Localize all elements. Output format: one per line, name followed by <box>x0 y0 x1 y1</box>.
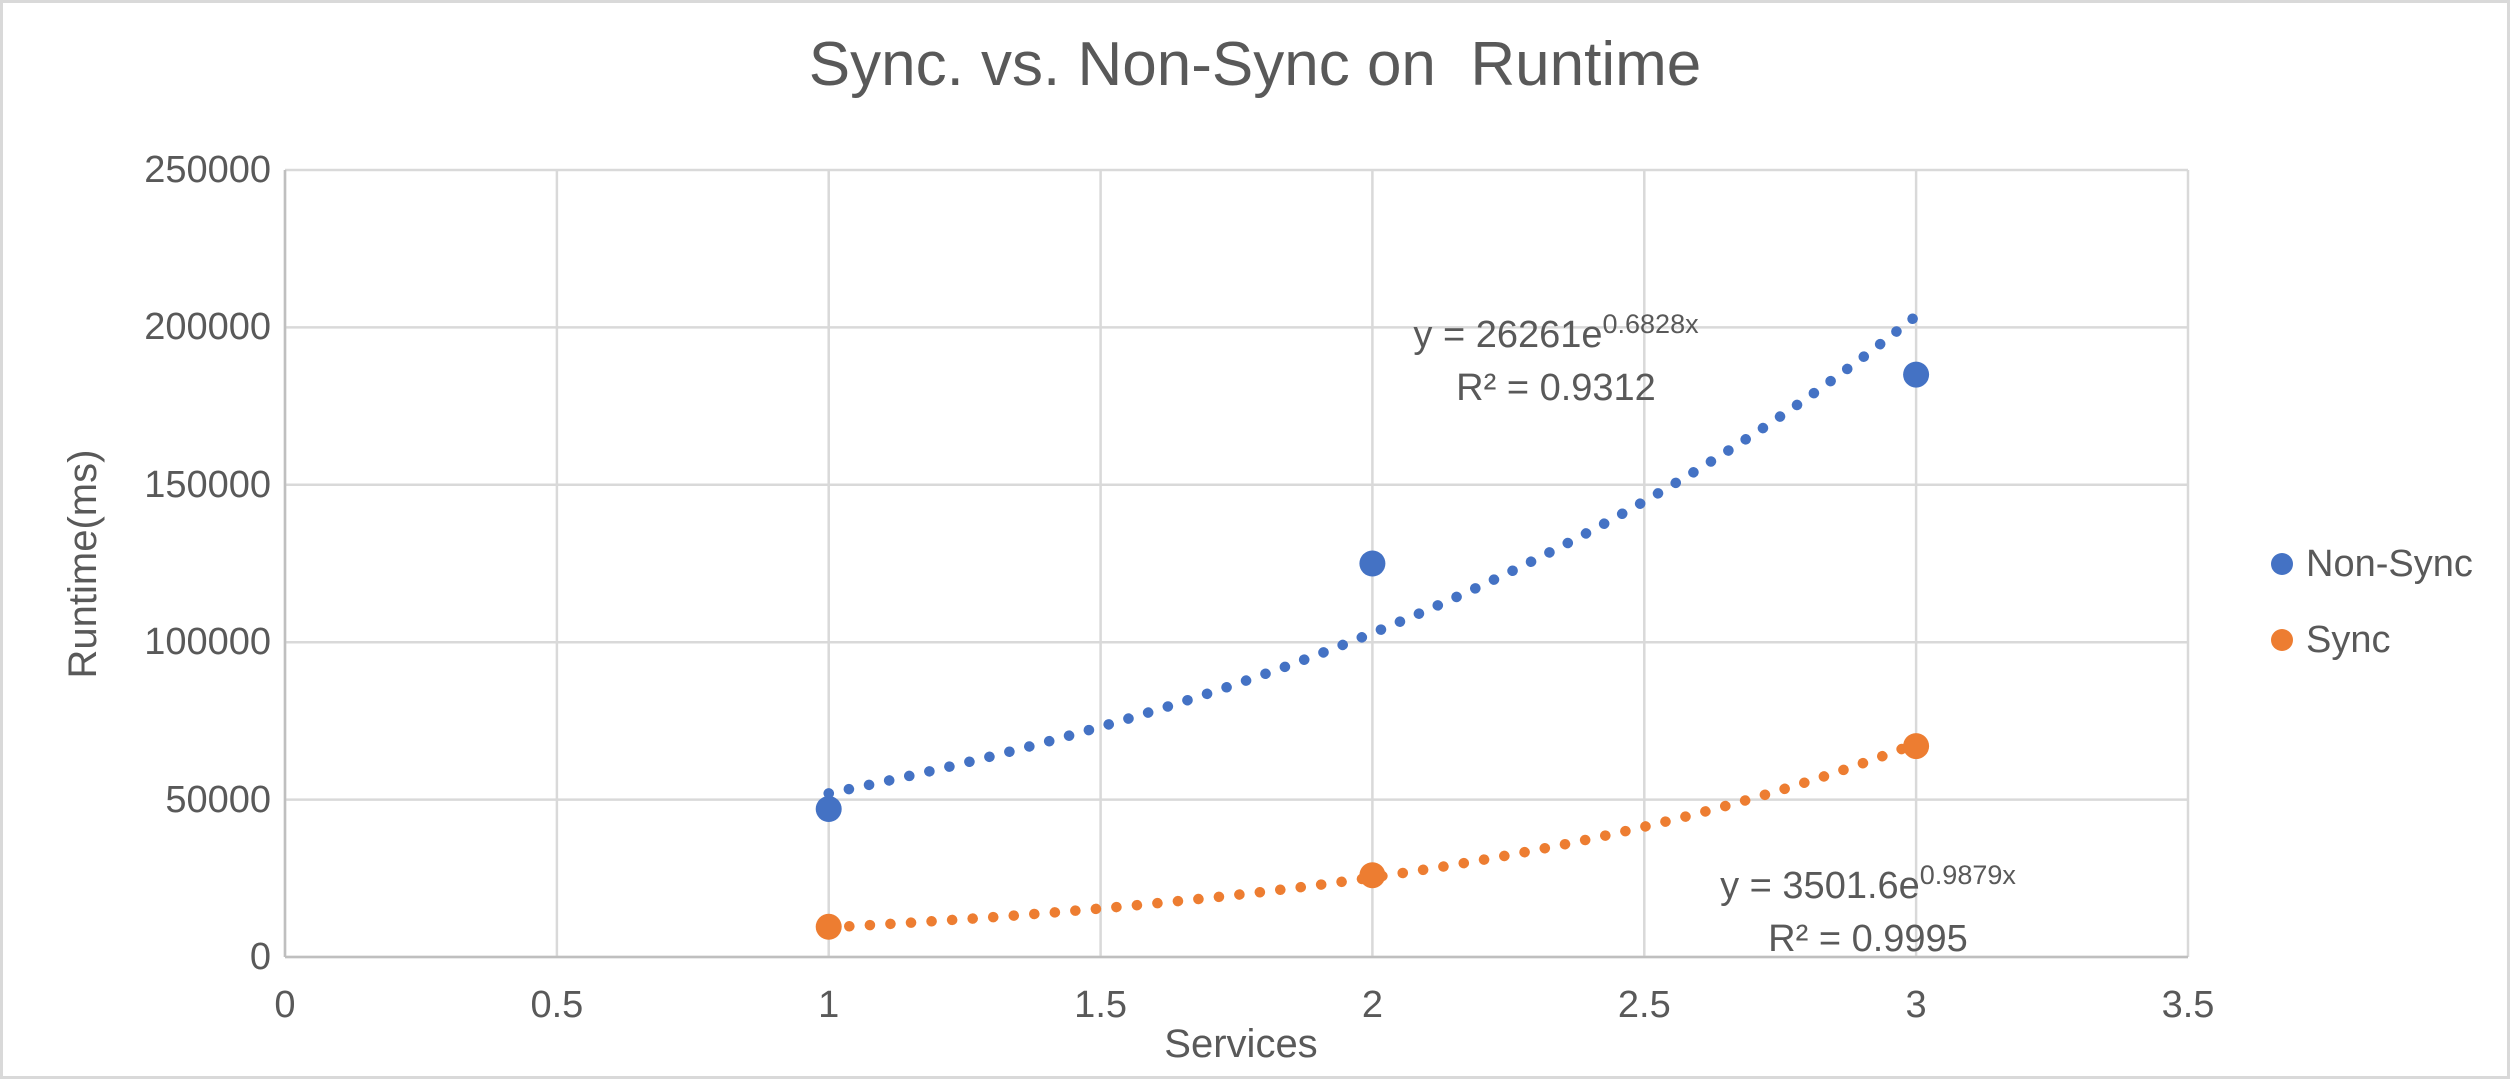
data-point-non-sync[interactable] <box>1903 361 1930 388</box>
trendline-r2-sync: R² = 0.9995 <box>1768 918 1968 960</box>
y-tick-label: 0 <box>249 936 271 978</box>
x-tick-label: 0 <box>274 984 296 1026</box>
y-tick-label: 100000 <box>144 621 271 664</box>
x-tick-label: 1.5 <box>1074 984 1128 1026</box>
trendline-equation-nonsync-formula: y = 26261e0.6828x <box>1413 298 1698 362</box>
legend-item-nonsync[interactable]: Non-Sync <box>2271 542 2473 586</box>
x-tick-label: 3.5 <box>2161 984 2215 1026</box>
legend-label-sync: Sync <box>2306 619 2391 661</box>
equation-prefix: y = 26261e <box>1413 314 1603 356</box>
legend-marker-sync-icon <box>2271 629 2293 651</box>
data-point-non-sync[interactable] <box>815 796 842 822</box>
data-point-sync[interactable] <box>815 913 842 940</box>
trendline-equation-nonsync: y = 26261e0.6828x R² = 0.9312 <box>1413 298 1698 415</box>
y-tick-label: 200000 <box>144 306 271 349</box>
trendline-sync[interactable] <box>823 738 1922 933</box>
equation-exponent: 0.6828x <box>1602 309 1699 339</box>
equation-exponent: 0.9879x <box>1919 860 2016 890</box>
x-tick-label: 0.5 <box>530 984 584 1026</box>
equation-prefix: y = 3501.6e <box>1720 865 1920 907</box>
x-axis-title: Services <box>1164 1022 1318 1066</box>
x-tick-label: 2 <box>1361 984 1383 1026</box>
legend-marker-nonsync-icon <box>2271 553 2293 575</box>
data-point-sync[interactable] <box>1359 862 1386 889</box>
data-point-sync[interactable] <box>1903 733 1930 760</box>
y-tick-label: 150000 <box>144 463 271 506</box>
x-tick-label: 2.5 <box>1617 984 1671 1026</box>
trendline-equation-sync: y = 3501.6e0.9879x R² = 0.9995 <box>1720 849 2016 966</box>
legend-item-sync[interactable]: Sync <box>2271 618 2390 662</box>
trendline-equation-sync-formula: y = 3501.6e0.9879x <box>1720 849 2016 913</box>
trendline-non-sync[interactable] <box>823 301 1933 799</box>
y-tick-label: 50000 <box>165 778 271 821</box>
data-point-non-sync[interactable] <box>1359 550 1386 577</box>
x-tick-label: 1 <box>818 984 840 1026</box>
trendline-r2-nonsync: R² = 0.9312 <box>1456 367 1656 409</box>
legend-label-nonsync: Non-Sync <box>2306 543 2473 585</box>
plot-area <box>283 168 2190 959</box>
y-tick-label: 250000 <box>144 149 271 191</box>
chart-title: Sync. vs. Non-Sync on Runtime <box>808 30 1702 99</box>
x-tick-label: 3 <box>1905 984 1927 1026</box>
